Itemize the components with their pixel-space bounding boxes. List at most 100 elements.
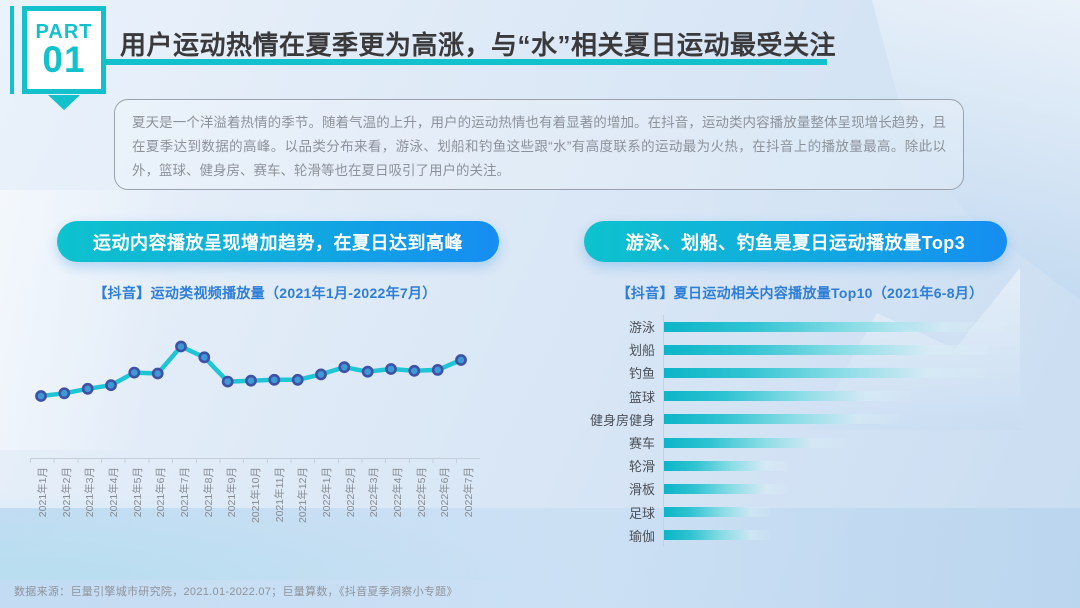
line-chart-plot [35,340,467,402]
data-point [245,374,257,387]
bar-track [663,454,1045,478]
line-chart-title: 【抖音】运动类视频播放量（2021年1月-2022年7月） [93,285,437,301]
bar-fill [664,391,910,402]
right-section-pill: 游泳、划船、钓鱼是夏日运动播放量Top3 [584,221,1007,262]
summary-text: 夏天是一个洋溢着热情的季节。随着气温的上升，用户的运动热情也有着显著的增加。在抖… [132,115,946,179]
bar-track [663,361,1045,385]
data-point [151,367,164,380]
data-point [58,387,71,400]
bar-track [663,477,1045,501]
bar-row: 足球 [585,500,1045,524]
part-badge: PART 01 [22,6,106,94]
data-point [175,340,187,353]
data-point [291,373,304,386]
bar-track [663,384,1045,408]
data-point [35,390,47,402]
x-axis-ticks [30,459,480,463]
x-axis-label: 2021年8月 [202,467,215,518]
x-axis-label: 2022年1月 [320,467,333,518]
x-axis-label: 2021年7月 [178,467,191,518]
bar-fill [664,321,1005,332]
bar-track [663,407,1045,431]
x-axis-line [30,458,480,459]
trend-line [40,344,462,399]
bar-category-label: 划船 [628,343,655,359]
bar-fill [664,414,899,425]
bar-fill [664,367,985,378]
summary-card: 夏天是一个洋溢着热情的季节。随着气温的上升，用户的运动热情也有着显著的增加。在抖… [114,99,964,190]
x-axis-label: 2021年5月 [131,467,144,518]
data-point [315,368,327,381]
data-point [385,363,397,375]
bar-fill [664,437,845,448]
bar-track [663,338,1045,362]
bar-category-label: 游泳 [628,320,655,336]
bar-category-label: 轮滑 [628,459,655,475]
part-number: 01 [42,39,86,81]
data-point [408,364,421,377]
bar-track [663,430,1045,455]
bar-row: 瑜伽 [585,523,1045,547]
bar-fill [664,530,770,541]
bar-category-label: 健身房健身 [589,412,655,428]
page-title: 用户运动热情在夏季更为高涨，与“水”相关夏日运动最受关注 [120,30,837,60]
bar-chart-title: 【抖音】夏日运动相关内容播放量Top10（2021年6-8月） [616,285,984,301]
bar-category-label: 钓鱼 [628,366,655,382]
bar-category-label: 足球 [628,505,655,521]
data-point [81,382,94,395]
bar-row: 滑板 [585,477,1045,501]
x-axis-label: 2021年11月 [273,467,286,523]
x-axis-label: 2021年6月 [155,467,168,518]
bar-track [663,500,1045,524]
bar-fill [664,460,787,471]
x-axis-label: 2021年10月 [249,467,262,524]
data-source-note: 数据来源：巨量引擎城市研究院，2021.01-2022.07；巨量算数，《抖音夏… [14,586,458,598]
bar-category-label: 瑜伽 [628,528,655,544]
data-point [128,366,141,379]
bar-row: 赛车 [585,430,1045,455]
bar-row: 轮滑 [585,454,1045,478]
data-point [105,379,117,392]
bar-category-label: 篮球 [628,389,655,405]
x-axis-label: 2022年3月 [368,467,381,518]
bar-fill [664,344,988,355]
bar-row: 篮球 [585,384,1045,408]
x-axis-label: 2021年12月 [297,467,310,524]
data-point [198,351,211,364]
x-axis-label: 2022年7月 [462,467,475,518]
line-chart: 2021年1月 2021年2月 2021年3月 2021年4月 2021年5月 2021年… [30,318,480,555]
x-axis-label: 2021年9月 [226,467,239,518]
x-axis-label: 2022年2月 [344,467,357,518]
x-axis-label: 2022年5月 [415,467,428,518]
data-point [338,361,351,374]
x-axis-labels: 2021年1月 2021年2月 2021年3月 2021年4月 2021年5月 2021年… [30,463,480,555]
x-axis-label: 2021年1月 [36,467,49,518]
bar-row: 健身房健身 [585,407,1045,431]
bar-category-label: 滑板 [628,482,655,498]
x-axis-label: 2021年4月 [107,467,120,518]
badge-arrow-icon [48,95,80,110]
left-section-pill: 运动内容播放呈现增加趋势，在夏日达到高峰 [57,221,499,262]
bar-fill [664,507,770,518]
bar-row: 钓鱼 [585,361,1045,385]
left-accent-bar [10,6,14,94]
part-label: PART [35,21,93,44]
data-point [268,373,281,386]
bar-chart: 游泳划船钓鱼篮球健身房健身赛车轮滑滑板足球瑜伽 [585,315,1045,547]
data-point [455,354,467,366]
bar-track [663,315,1045,339]
bar-track [663,523,1045,547]
bar-row: 游泳 [585,315,1045,339]
data-point [361,365,374,378]
data-point [221,375,234,388]
bar-fill [664,483,787,494]
data-point [431,364,444,376]
x-axis-label: 2022年4月 [391,467,404,518]
x-axis-label: 2022年6月 [439,467,452,518]
title-underline [106,59,827,65]
bar-category-label: 赛车 [628,436,655,452]
bar-row: 划船 [585,338,1045,362]
x-axis-label: 2021年3月 [84,467,97,518]
x-axis-label: 2021年2月 [60,467,73,518]
